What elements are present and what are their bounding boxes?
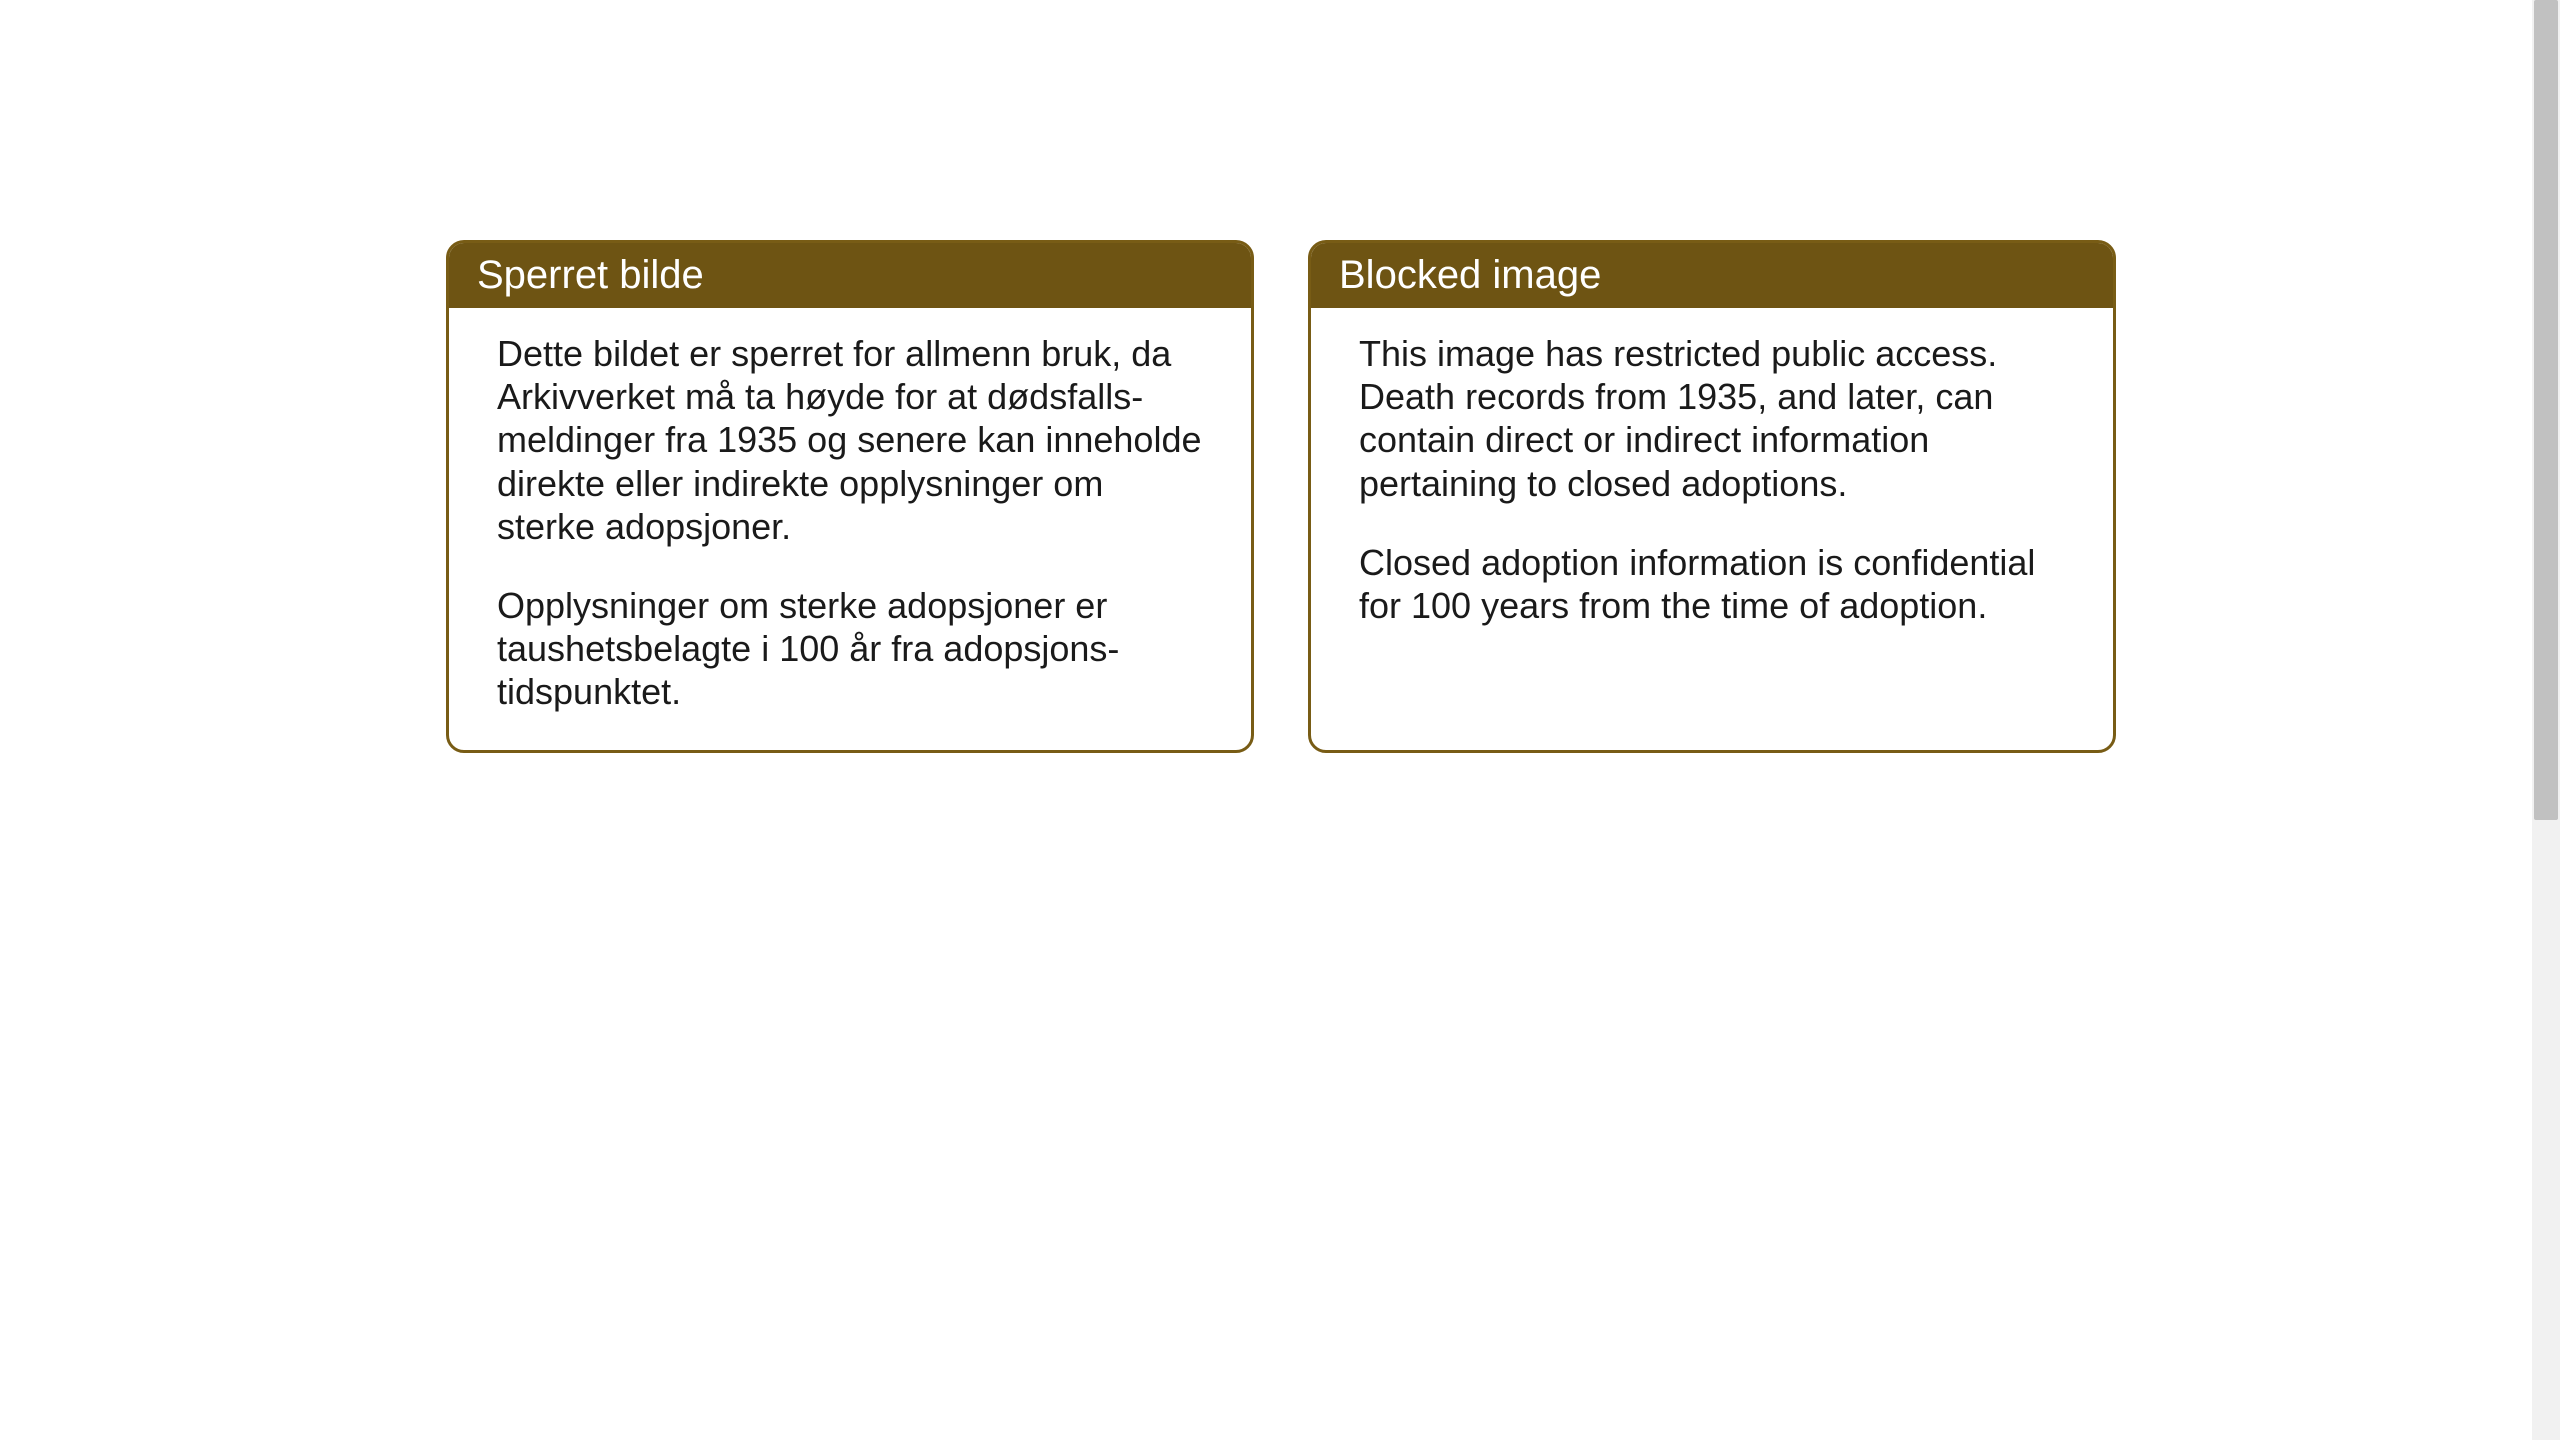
scrollbar-thumb[interactable] bbox=[2534, 0, 2558, 820]
card-para2-english: Closed adoption information is confident… bbox=[1359, 541, 2065, 627]
notice-cards-container: Sperret bilde Dette bildet er sperret fo… bbox=[446, 240, 2116, 753]
card-title-english: Blocked image bbox=[1339, 253, 1601, 297]
card-para2-norwegian: Opplysninger om sterke adopsjoner er tau… bbox=[497, 584, 1203, 714]
scrollbar-track[interactable] bbox=[2532, 0, 2560, 1440]
card-para1-english: This image has restricted public access.… bbox=[1359, 332, 2065, 505]
card-title-norwegian: Sperret bilde bbox=[477, 253, 704, 297]
notice-card-norwegian: Sperret bilde Dette bildet er sperret fo… bbox=[446, 240, 1254, 753]
card-para1-norwegian: Dette bildet er sperret for allmenn bruk… bbox=[497, 332, 1203, 548]
card-header-english: Blocked image bbox=[1311, 243, 2113, 308]
card-header-norwegian: Sperret bilde bbox=[449, 243, 1251, 308]
card-body-norwegian: Dette bildet er sperret for allmenn bruk… bbox=[449, 308, 1251, 750]
card-body-english: This image has restricted public access.… bbox=[1311, 308, 2113, 663]
notice-card-english: Blocked image This image has restricted … bbox=[1308, 240, 2116, 753]
